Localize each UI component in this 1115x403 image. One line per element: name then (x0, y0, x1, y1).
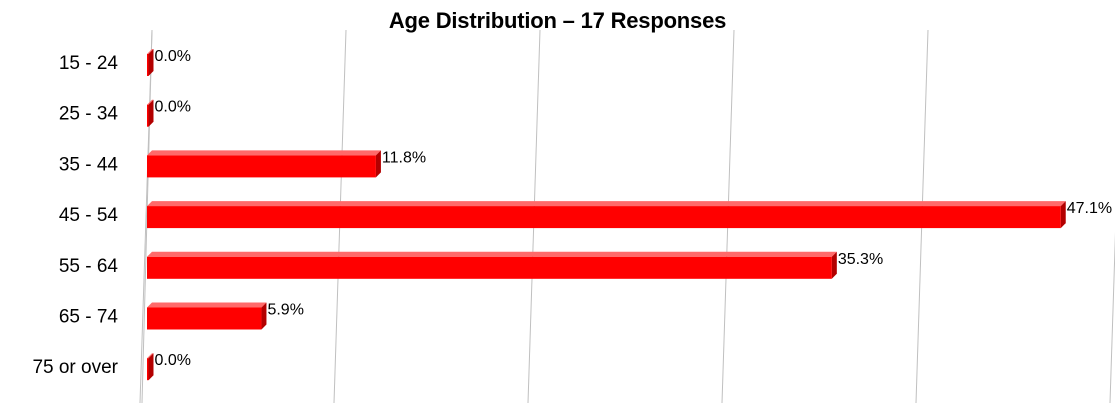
bars (147, 49, 1066, 381)
bar-front-face (147, 307, 262, 330)
bar-front-face (147, 206, 1061, 229)
bar-front-face (147, 104, 149, 127)
bar-side-face (375, 150, 381, 178)
bar-top-face (147, 99, 154, 105)
data-label: 11.8% (382, 149, 426, 166)
bar-front-face (147, 54, 149, 76)
bar-top-face (147, 150, 381, 156)
bar (147, 201, 1066, 229)
category-label: 15 - 24 (59, 53, 119, 74)
gridline (1109, 232, 1115, 403)
bar-side-face (148, 49, 154, 76)
category-label: 25 - 34 (59, 104, 119, 125)
bar (147, 99, 154, 127)
bar-top-face (147, 49, 154, 54)
category-label: 75 or over (32, 357, 118, 378)
labels: 15 - 24 0.0% 25 - 34 0.0% 35 - 44 11.8% 45 - 5… (32, 48, 1112, 378)
data-label: 0.0% (155, 48, 191, 65)
bar-side-face (831, 251, 837, 279)
data-label: 47.1% (1067, 200, 1112, 217)
bar-front-face (147, 155, 376, 178)
bar (147, 302, 267, 330)
bar (147, 150, 381, 178)
data-label: 35.3% (838, 251, 883, 268)
bar (147, 251, 837, 279)
data-label: 0.0% (155, 99, 191, 116)
bar-top-face (147, 251, 837, 257)
bar-top-face (147, 201, 1066, 207)
category-label: 65 - 74 (59, 307, 119, 328)
data-label: 5.9% (267, 302, 303, 319)
bar-side-face (261, 302, 267, 330)
data-label: 0.0% (155, 352, 191, 369)
bar-top-face (147, 302, 267, 308)
bar-front-face (147, 256, 832, 279)
category-label: 45 - 54 (59, 205, 119, 226)
bar-front-face (147, 358, 149, 381)
category-label: 35 - 44 (59, 154, 119, 175)
bar-top-face (147, 353, 154, 359)
bar-side-face (148, 99, 154, 127)
bar-side-face (1060, 201, 1066, 229)
bar (147, 49, 154, 76)
category-label: 55 - 64 (59, 256, 119, 277)
chart-title: Age Distribution – 17 Responses (388, 8, 727, 33)
bar (147, 353, 154, 381)
bar-side-face (148, 353, 154, 381)
